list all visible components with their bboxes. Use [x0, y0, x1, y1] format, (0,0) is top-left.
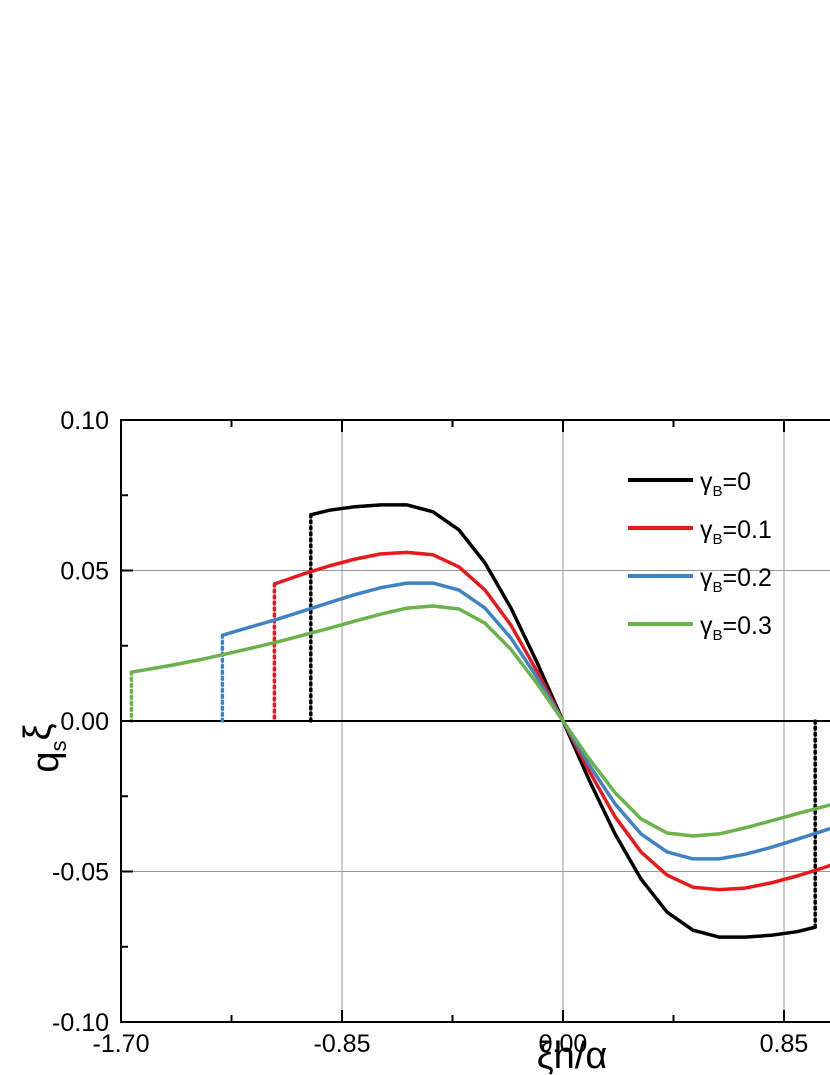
series-line-3 [131, 604, 830, 838]
y-tick-label: 0.05 [60, 558, 109, 586]
legend-label-2: γB=0.2 [700, 564, 772, 596]
y-tick-label: -0.05 [52, 859, 109, 887]
x-axis-title: ξh/α [537, 1035, 608, 1075]
legend-label-0: γB=0 [700, 468, 751, 500]
y-axis-title: qsξ [17, 723, 71, 772]
y-axis-title-tail: ξ [17, 723, 59, 740]
x-tick-label: 0.85 [760, 1030, 809, 1058]
y-axis-title-main: q [25, 751, 67, 772]
y-tick-label: 0.10 [60, 407, 109, 435]
legend-label-1: γB=0.1 [700, 516, 772, 548]
tick-labels: -1.70-0.850.000.851.700.100.050.00-0.05-… [52, 407, 809, 1058]
legend-label-3: γB=0.3 [700, 612, 772, 644]
axes [120, 419, 830, 1023]
legend: γB=0 γB=0.1 γB=0.2 γB=0.3 [628, 468, 772, 644]
series-layer [129, 503, 830, 939]
x-tick-label: -0.85 [314, 1030, 371, 1058]
y-tick-label: 0.00 [60, 708, 109, 736]
y-tick-label: -0.10 [52, 1009, 109, 1037]
y-axis-title-sub: s [46, 740, 71, 751]
x-tick-label: 0.00 [539, 1030, 588, 1058]
zero-lines [121, 420, 830, 1022]
svg-text:qsξ: qsξ [17, 723, 71, 772]
x-tick-label: -1.70 [93, 1030, 150, 1058]
